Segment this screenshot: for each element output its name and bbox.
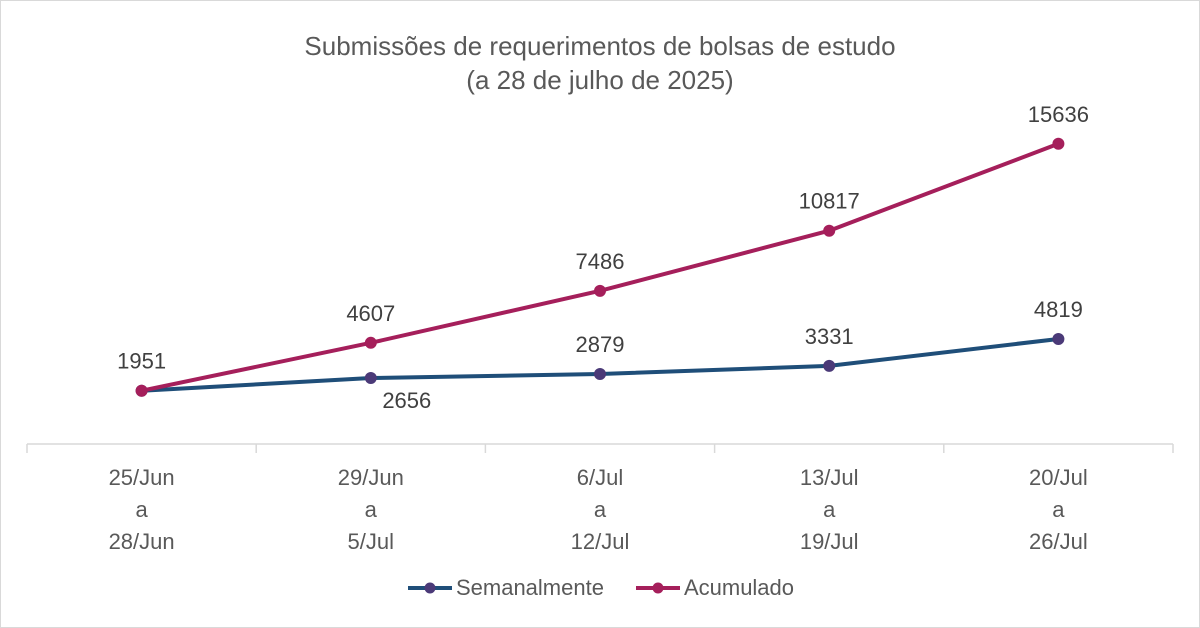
x-tick-label: 29/Jun	[338, 465, 404, 490]
legend-swatch	[407, 582, 452, 594]
x-tick-label: 20/Jul	[1029, 465, 1088, 490]
legend-item: Semanalmente	[406, 575, 604, 601]
legend-label: Acumulado	[683, 575, 795, 600]
data-label: 2656	[382, 388, 431, 413]
data-label: 2879	[576, 332, 625, 357]
legend-swatch	[635, 582, 680, 594]
chart-title-line1: Submissões de requerimentos de bolsas de…	[304, 31, 896, 61]
data-label: 10817	[799, 189, 860, 214]
line-chart: 25/Jun a 28/Jun 29/Jun a 5/Jul 6/Jul a 12/Jul 13/…	[26, 102, 1174, 554]
x-tick-label: 12/Jul	[571, 529, 630, 554]
x-tick-label: 13/Jul	[800, 465, 859, 490]
data-point	[823, 224, 836, 237]
legend-item: Acumulado	[634, 575, 794, 601]
data-point	[1052, 137, 1065, 150]
legend-label: Semanalmente	[455, 575, 604, 600]
data-point	[823, 359, 836, 372]
x-tick-label: a	[365, 497, 378, 522]
data-point	[135, 384, 148, 397]
data-point	[364, 336, 377, 349]
x-tick-label: a	[1052, 497, 1065, 522]
x-tick-label: 28/Jun	[109, 529, 175, 554]
data-point	[364, 372, 377, 385]
chart-subtitle: (a 28 de julho de 2025)	[466, 65, 734, 95]
x-tick-label: a	[594, 497, 607, 522]
x-tick-label: a	[823, 497, 836, 522]
data-label: 4607	[346, 301, 395, 326]
data-point	[594, 284, 606, 297]
x-tick-label: 26/Jul	[1029, 529, 1088, 554]
data-label: 7486	[576, 249, 625, 274]
legend: Semanalmente Acumulado	[1, 575, 1199, 601]
data-label: 3331	[805, 324, 854, 349]
data-label: 1951	[117, 349, 166, 374]
x-tick-label: 25/Jun	[109, 465, 175, 490]
data-label: 15636	[1028, 102, 1089, 127]
data-point	[594, 367, 606, 380]
data-point	[1052, 332, 1065, 345]
data-label: 4819	[1034, 297, 1083, 322]
x-tick-label: 6/Jul	[577, 465, 623, 490]
x-tick-label: a	[135, 497, 148, 522]
x-tick-label: 5/Jul	[348, 529, 394, 554]
chart-title: Submissões de requerimentos de bolsas de…	[1, 29, 1199, 97]
x-tick-label: 19/Jul	[800, 529, 859, 554]
